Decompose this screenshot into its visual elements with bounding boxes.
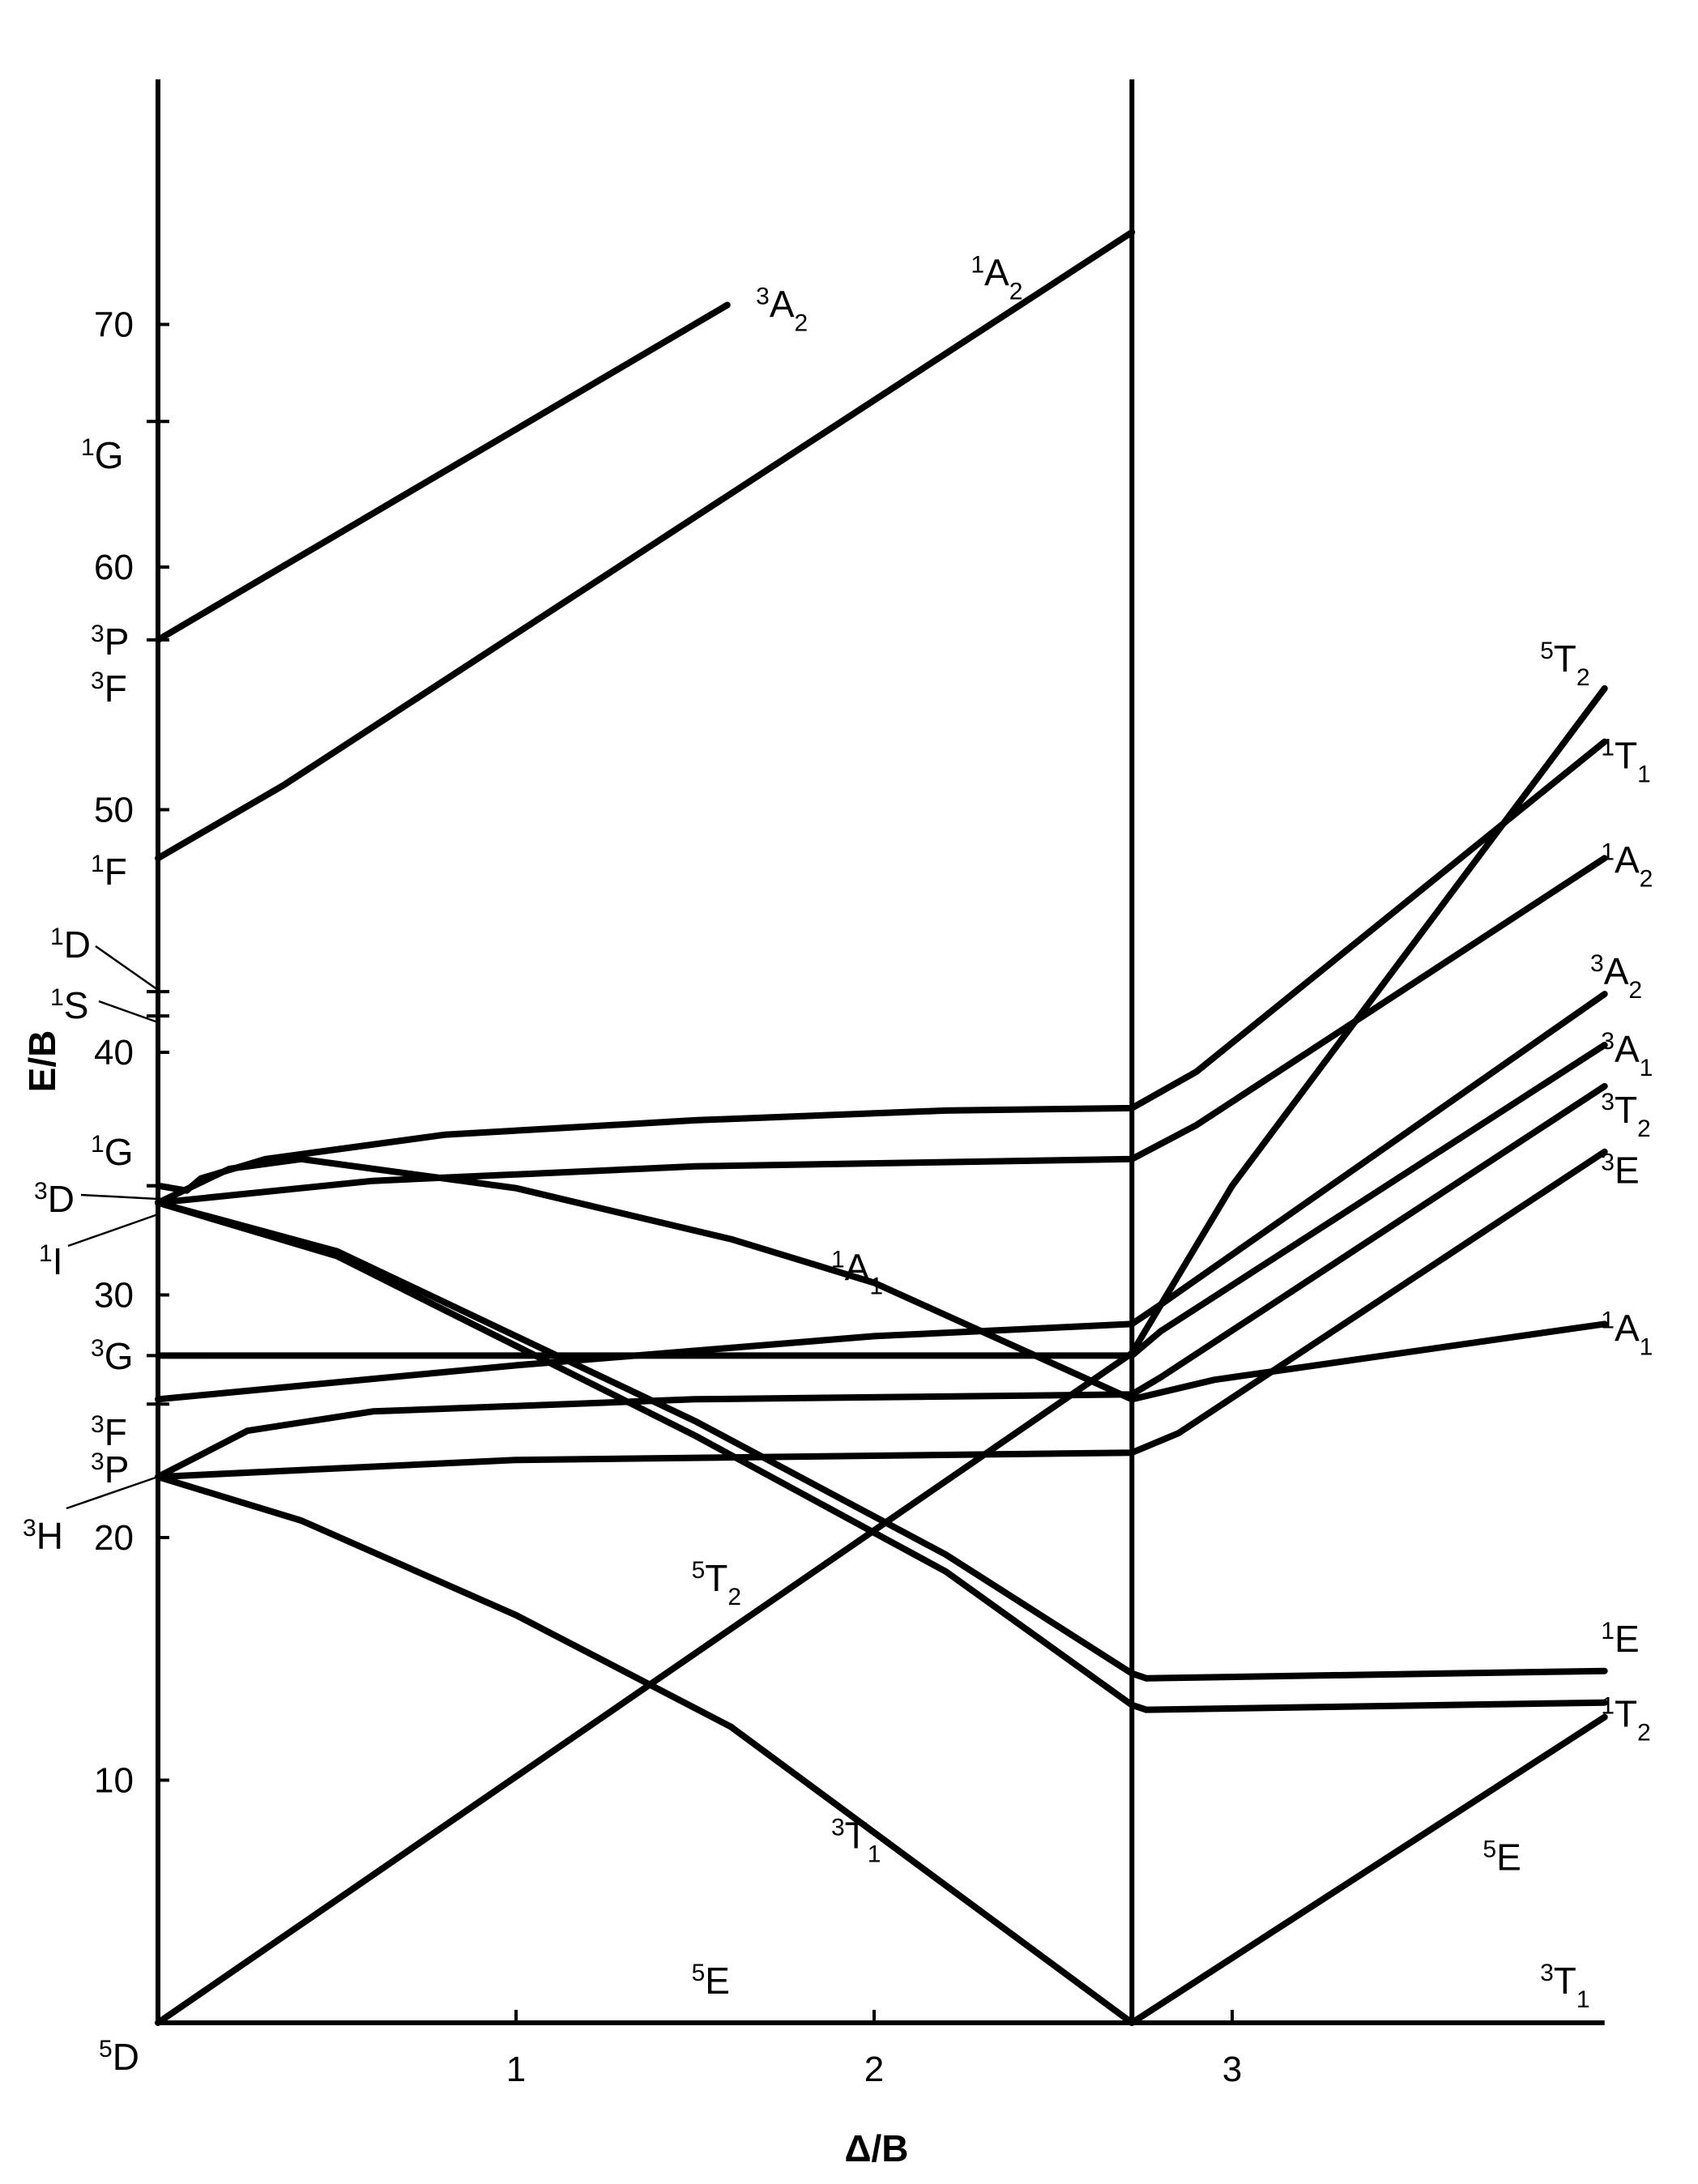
energy-curve [155,1199,1150,1713]
energy-curve [155,855,1608,1206]
state-label: 5T2 [692,1556,741,1610]
term-pointer [80,1193,159,1201]
energy-curve [155,301,731,643]
state-label: 1E [1601,1617,1639,1660]
energy-curve [155,991,1608,1403]
term-pointer [66,1475,159,1510]
energy-curve [155,1082,1608,1481]
y-tick-label: 70 [94,305,134,345]
axes: 10 20 30 40 50 60 70 1 2 3 [94,79,1605,2089]
state-label: 5T2 [1540,637,1589,690]
state-label: 3A1 [1601,1027,1653,1081]
y-tick-label: 10 [94,1761,134,1801]
free-ion-term-label: 1D [50,924,91,966]
energy-curve [155,738,1608,1194]
y-axis-title: E/B [21,1030,63,1093]
x-axis-title: Δ/B [844,2127,908,2169]
energy-curve [1128,1713,1608,2026]
energy-curve [155,1148,1608,1481]
free-ion-term-label: 3F [91,1411,127,1454]
y-tick-label: 50 [94,791,134,830]
x-tick-label: 1 [506,2050,526,2089]
free-ion-term-label: 1S [50,984,88,1027]
energy-curve [155,1199,1150,1682]
y-tick-label: 20 [94,1518,134,1558]
free-ion-term-label: 3D [34,1178,75,1221]
energy-curve [155,228,1136,862]
energy-curves [155,228,1608,2026]
free-ion-term-label: 5D [99,2036,139,2079]
free-ion-term-label: 1G [91,1131,133,1174]
x-tick-label: 3 [1222,2050,1242,2089]
free-ion-term-label: 1F [91,851,127,894]
energy-curve [1142,1699,1608,1713]
term-pointer [95,945,159,992]
free-ion-term-label: 3P [91,621,129,663]
state-label: 1A1 [831,1246,883,1299]
energy-curve [1128,1042,1608,1359]
state-label: 5E [692,1960,730,2003]
state-label: 3T2 [1601,1088,1650,1141]
energy-curve [155,685,1608,2026]
state-label: 5E [1483,1836,1521,1879]
energy-curve [155,1155,1608,1403]
x-tick-label: 2 [864,2050,884,2089]
state-label: 1A2 [971,251,1022,305]
state-label: 3E [1601,1149,1639,1192]
y-tick-label: 30 [94,1276,134,1316]
free-ion-term-label: 1G [81,434,123,477]
state-label: 3A2 [756,283,808,336]
state-label: 3T1 [1540,1960,1589,2013]
state-label: 1T1 [1601,734,1650,787]
state-label: 1A2 [1601,838,1653,892]
state-label: 3T1 [831,1814,881,1867]
state-labels: 3A21A21A15T23T15E5T21T11A23A23A13T23E1A1… [692,251,1653,2012]
state-label: 1T2 [1601,1692,1650,1746]
term-pointer [98,1000,159,1024]
state-label: 1A1 [1601,1307,1653,1360]
free-ion-term-label: 3G [91,1335,133,1378]
energy-curve [155,1474,1136,2026]
state-label: 3A2 [1590,950,1642,1004]
free-ion-term-label: 3H [23,1515,63,1558]
free-ion-term-label: 1I [39,1240,62,1283]
free-ion-term-label: 3P [91,1448,129,1491]
term-pointer [67,1213,159,1248]
y-tick-label: 60 [94,548,134,587]
free-ion-term-label: 3F [91,668,127,710]
energy-curve [1142,1667,1608,1682]
y-tick-label: 40 [94,1033,134,1073]
